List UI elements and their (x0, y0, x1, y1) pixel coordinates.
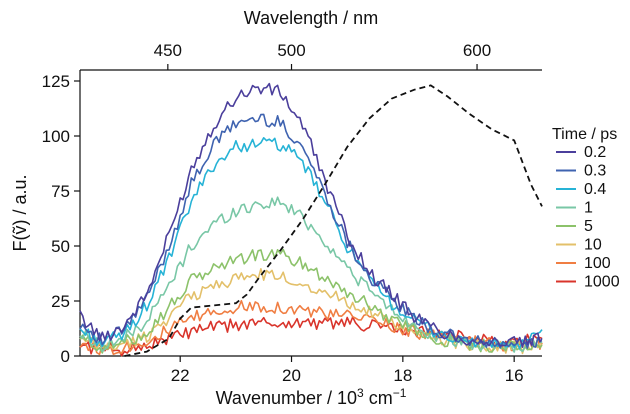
series-layer (79, 82, 543, 357)
axis-ticks: 22 20 18 16 450 500 600 0 25 50 75 100 125 (42, 41, 524, 385)
series-line-5 (79, 248, 543, 354)
y-tick-label: 25 (51, 292, 70, 311)
x-axis-title-unit-sup: −1 (393, 386, 407, 400)
x-tick-label: 22 (171, 366, 190, 385)
x-tick-label: 18 (393, 366, 412, 385)
legend-label-100: 100 (584, 255, 611, 272)
y-tick-label: 0 (61, 347, 70, 366)
legend-label-0.3: 0.3 (584, 163, 606, 180)
x-tick-label: 20 (282, 366, 301, 385)
top-tick-label: 450 (154, 41, 182, 60)
y-tick-label: 75 (51, 182, 70, 201)
x-axis-title-sup: 3 (357, 386, 364, 400)
legend-label-0.2: 0.2 (584, 144, 606, 161)
y-tick-label: 50 (51, 237, 70, 256)
legend-label-10: 10 (584, 237, 602, 254)
series-line-0.4 (79, 137, 543, 350)
legend-label-1: 1 (584, 200, 593, 217)
series-line-0.2 (79, 82, 543, 348)
series-line-100 (79, 299, 543, 356)
top-tick-label: 500 (277, 41, 305, 60)
x-tick-label: 16 (505, 366, 524, 385)
x-axis-title: Wavenumber / 103 cm−1 (216, 386, 407, 408)
y-tick-label: 100 (42, 127, 70, 146)
legend-label-5: 5 (584, 218, 593, 235)
top-axis-title: Wavelength / nm (244, 8, 378, 28)
legend-label-1000: 1000 (584, 274, 620, 291)
series-line-1 (79, 196, 543, 353)
steady-state-dashed-line (124, 84, 543, 357)
legend-title: Time / ps (552, 126, 617, 143)
y-tick-label: 125 (42, 72, 70, 91)
x-axis-title-main: Wavenumber / 10 (216, 388, 357, 408)
y-axis-title: F(ṽ) / a.u. (10, 174, 30, 251)
x-axis-title-unit: cm (364, 388, 393, 408)
top-tick-label: 600 (463, 41, 491, 60)
series-line-0.3 (79, 113, 543, 349)
legend-label-0.4: 0.4 (584, 181, 606, 198)
